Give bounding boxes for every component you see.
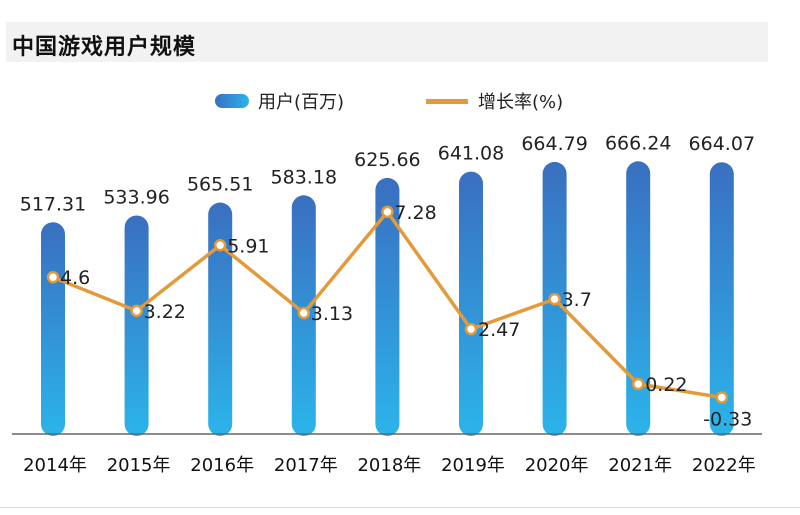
x-tick-label: 2021年 xyxy=(608,455,672,476)
x-tick-label: 2019年 xyxy=(441,455,505,476)
bar-8 xyxy=(626,161,651,436)
bar-value-label: 583.18 xyxy=(271,166,337,188)
bar-value-label: 565.51 xyxy=(187,174,253,196)
bar-6 xyxy=(459,171,483,436)
x-tick-label: 2014年 xyxy=(23,455,87,476)
title-band xyxy=(6,22,768,62)
growth-line: 4.6 3.22 5.91 3.13 7.28 2.47 3.7 0.22 -0.33 xyxy=(46,202,752,430)
x-tick-labels: 2014年 2015年 2016年 2017年 2018年 2019年 2020年 2021年… xyxy=(23,455,756,476)
bar-value-labels: 517.31 533.96 565.51 583.18 625.66 641.08 664.… xyxy=(20,132,755,215)
legend-line-label: 增长率(%) xyxy=(478,92,563,113)
page-title: 中国游戏用户规模 xyxy=(12,35,197,60)
growth-value-label: 7.28 xyxy=(394,202,436,224)
growth-point-2 xyxy=(130,304,143,318)
bar-3 xyxy=(208,202,233,436)
growth-value-label: 3.22 xyxy=(144,301,186,323)
growth-point-7 xyxy=(548,292,561,306)
growth-value-label: -0.33 xyxy=(703,408,752,430)
x-tick-label: 2015年 xyxy=(107,455,171,476)
growth-value-label: 3.7 xyxy=(562,289,592,311)
bottom-rule xyxy=(0,507,800,508)
bar-2 xyxy=(124,215,149,436)
growth-value-label: 0.22 xyxy=(645,374,687,396)
bar-value-label: 641.08 xyxy=(438,143,504,165)
legend-bar-swatch xyxy=(215,94,249,108)
growth-point-1 xyxy=(46,270,60,284)
growth-point-6 xyxy=(464,322,478,336)
growth-value-label: 4.6 xyxy=(60,267,90,289)
bar-value-label: 664.79 xyxy=(521,133,587,155)
growth-point-5 xyxy=(381,205,394,219)
growth-value-label: 5.91 xyxy=(227,235,269,257)
legend-bar-label: 用户(百万) xyxy=(258,92,344,113)
x-tick-label: 2017年 xyxy=(274,455,338,476)
growth-value-label: 2.47 xyxy=(478,319,520,341)
bar-1 xyxy=(41,222,65,436)
x-tick-label: 2020年 xyxy=(525,455,589,476)
legend: 用户(百万) 增长率(%) xyxy=(215,92,563,113)
x-tick-label: 2016年 xyxy=(190,455,254,476)
bar-value-label: 664.07 xyxy=(689,133,755,155)
legend-line-swatch xyxy=(426,99,468,104)
growth-value-label: 3.13 xyxy=(311,303,353,325)
growth-point-8 xyxy=(631,377,645,391)
bar-value-label: 533.96 xyxy=(103,186,169,208)
bar-9 xyxy=(709,162,734,436)
x-tick-label: 2022年 xyxy=(692,455,756,476)
growth-point-3 xyxy=(213,239,227,252)
bar-value-label: 666.24 xyxy=(605,132,671,154)
bar-value-label: 517.31 xyxy=(20,193,86,215)
bar-5 xyxy=(375,177,400,436)
x-tick-label: 2018年 xyxy=(357,455,421,476)
growth-point-9 xyxy=(715,391,729,404)
bar-value-label: 625.66 xyxy=(354,149,420,171)
growth-point-4 xyxy=(297,306,311,320)
